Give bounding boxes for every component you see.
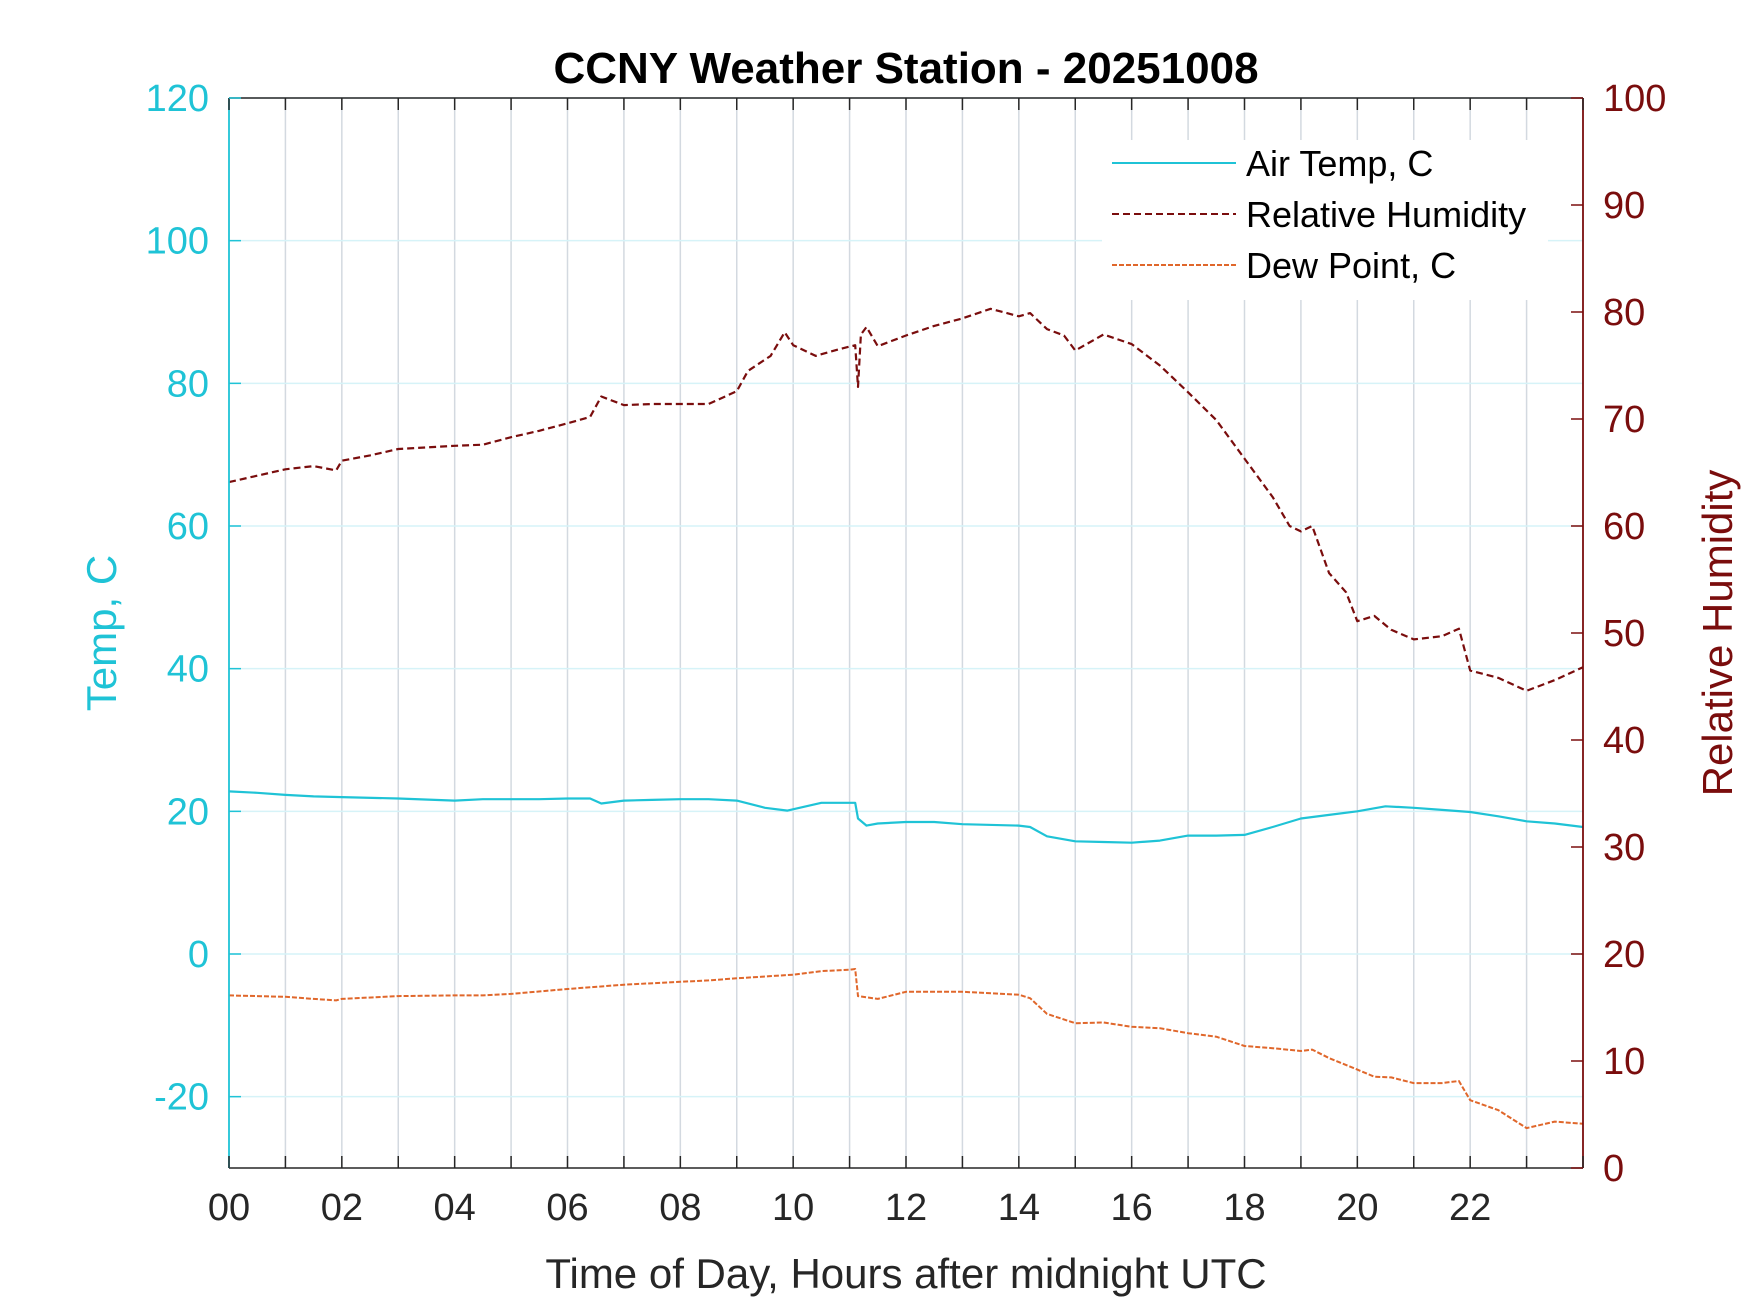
y-left-tick-label: 80 (167, 363, 209, 405)
y-right-tick-label: 40 (1603, 720, 1645, 762)
x-tick-label: 04 (434, 1187, 476, 1229)
y-left-tick-label: -20 (154, 1077, 209, 1119)
axes-layer: 00 02 04 06 08 10 12 14 16 18 20 22-200204060801001… (146, 78, 1667, 1229)
series-line-relative-humidity (228, 307, 1584, 692)
y-left-tick-label: 100 (146, 221, 209, 263)
x-tick-label: 10 (772, 1187, 814, 1229)
x-tick-label: 08 (659, 1187, 701, 1229)
y-left-tick-label: 40 (167, 649, 209, 691)
y-right-tick-label: 30 (1603, 827, 1645, 869)
x-tick-label: 12 (885, 1187, 927, 1229)
y-right-tick-label: 80 (1603, 292, 1645, 334)
chart-title: CCNY Weather Station - 20251008 (553, 44, 1258, 93)
legend-label-dew-point: Dew Point, C (1246, 245, 1456, 286)
y-left-tick-label: 120 (146, 78, 209, 120)
x-tick-label: 20 (1336, 1187, 1378, 1229)
legend-label-air-temp: Air Temp, C (1246, 143, 1433, 184)
series-layer (228, 307, 1584, 1130)
series-line-air-temp (228, 790, 1584, 844)
y-right-tick-label: 10 (1603, 1041, 1645, 1083)
x-tick-label: 00 (208, 1187, 250, 1229)
y-right-tick-label: 0 (1603, 1148, 1624, 1190)
y-right-tick-label: 90 (1603, 185, 1645, 227)
legend: Air Temp, C Relative Humidity Dew Point,… (1102, 140, 1548, 300)
y-right-tick-label: 60 (1603, 506, 1645, 548)
y-right-tick-label: 50 (1603, 613, 1645, 655)
series-line-dew-point (228, 968, 1584, 1130)
legend-label-relative-humidity: Relative Humidity (1246, 194, 1526, 235)
x-tick-label: 14 (998, 1187, 1040, 1229)
x-tick-label: 02 (321, 1187, 363, 1229)
x-tick-label: 16 (1111, 1187, 1153, 1229)
y-right-tick-label: 70 (1603, 399, 1645, 441)
y-right-tick-label: 20 (1603, 934, 1645, 976)
y-left-tick-label: 0 (188, 934, 209, 976)
legend-box (1102, 140, 1548, 300)
x-axis-label: Time of Day, Hours after midnight UTC (545, 1250, 1266, 1297)
y-right-tick-label: 100 (1603, 78, 1666, 120)
y-left-tick-label: 20 (167, 791, 209, 833)
y-right-axis-label: Relative Humidity (1694, 470, 1741, 797)
x-tick-label: 22 (1449, 1187, 1491, 1229)
y-left-axis-label: Temp, C (78, 555, 125, 711)
y-left-tick-label: 60 (167, 506, 209, 548)
x-tick-label: 18 (1223, 1187, 1265, 1229)
x-tick-label: 06 (546, 1187, 588, 1229)
